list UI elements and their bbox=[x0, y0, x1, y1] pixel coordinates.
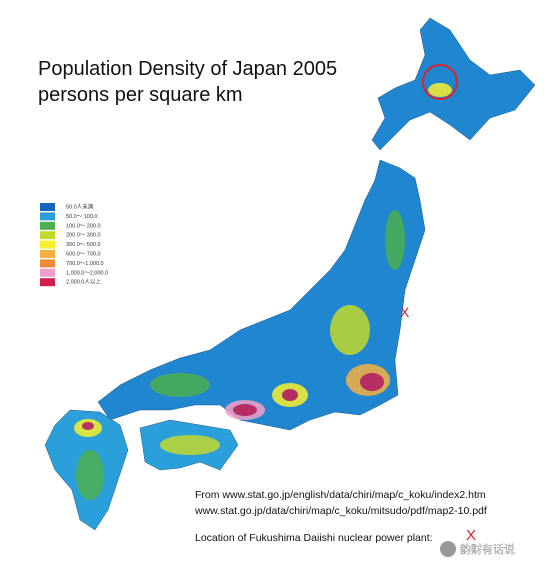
region bbox=[82, 422, 94, 430]
legend-swatch bbox=[40, 259, 55, 268]
legend-label: 50.0〜 100.0 bbox=[66, 214, 98, 220]
hokkaido bbox=[371, 17, 536, 151]
source-line: www.stat.go.jp/data/chiri/map/c_koku/mit… bbox=[194, 505, 487, 517]
legend: 50.0人未満 50.0〜 100.0 100.0〜 200.0 200.0〜 300… bbox=[40, 202, 108, 287]
region bbox=[150, 373, 210, 397]
location-marker: X bbox=[466, 527, 476, 544]
location-note: Location of Fukushima Daiishi nuclear po… bbox=[195, 532, 433, 544]
honshu bbox=[97, 159, 426, 431]
legend-swatch bbox=[40, 268, 55, 277]
map bbox=[44, 17, 536, 531]
region bbox=[282, 389, 298, 401]
subtitle: persons per square km bbox=[38, 84, 243, 106]
legend-swatch bbox=[40, 212, 55, 221]
legend-swatch bbox=[40, 221, 55, 230]
region bbox=[360, 373, 384, 391]
map-marker: X bbox=[400, 304, 410, 320]
legend-label: 700.0〜1,000.0 bbox=[66, 261, 104, 267]
region bbox=[385, 210, 405, 270]
title: Population Density of Japan 2005 bbox=[38, 58, 337, 80]
watermark-icon bbox=[440, 541, 456, 557]
highlight-circle bbox=[422, 64, 458, 100]
legend-swatch bbox=[40, 203, 55, 211]
region bbox=[233, 404, 257, 416]
region bbox=[76, 450, 104, 500]
source-line: From www.stat.go.jp/english/data/chiri/m… bbox=[195, 489, 486, 501]
legend-label: 1,000.0〜2,000.0 bbox=[66, 270, 108, 276]
region bbox=[160, 435, 220, 455]
legend-label: 300.0〜 500.0 bbox=[66, 242, 101, 248]
legend-swatch bbox=[40, 240, 55, 249]
legend-swatch bbox=[40, 231, 55, 240]
legend-label: 200.0〜 300.0 bbox=[66, 233, 101, 239]
watermark: 韵财有话说 bbox=[460, 542, 515, 556]
region bbox=[330, 305, 370, 355]
legend-swatch bbox=[40, 278, 55, 287]
legend-label: 50.0人未満 bbox=[66, 202, 94, 210]
legend-label: 2,000.0人以上 bbox=[66, 278, 101, 286]
legend-label: 100.0〜 200.0 bbox=[66, 223, 101, 229]
region bbox=[428, 83, 452, 97]
legend-swatch bbox=[40, 250, 55, 258]
legend-label: 500.0〜 700.0 bbox=[66, 251, 101, 257]
